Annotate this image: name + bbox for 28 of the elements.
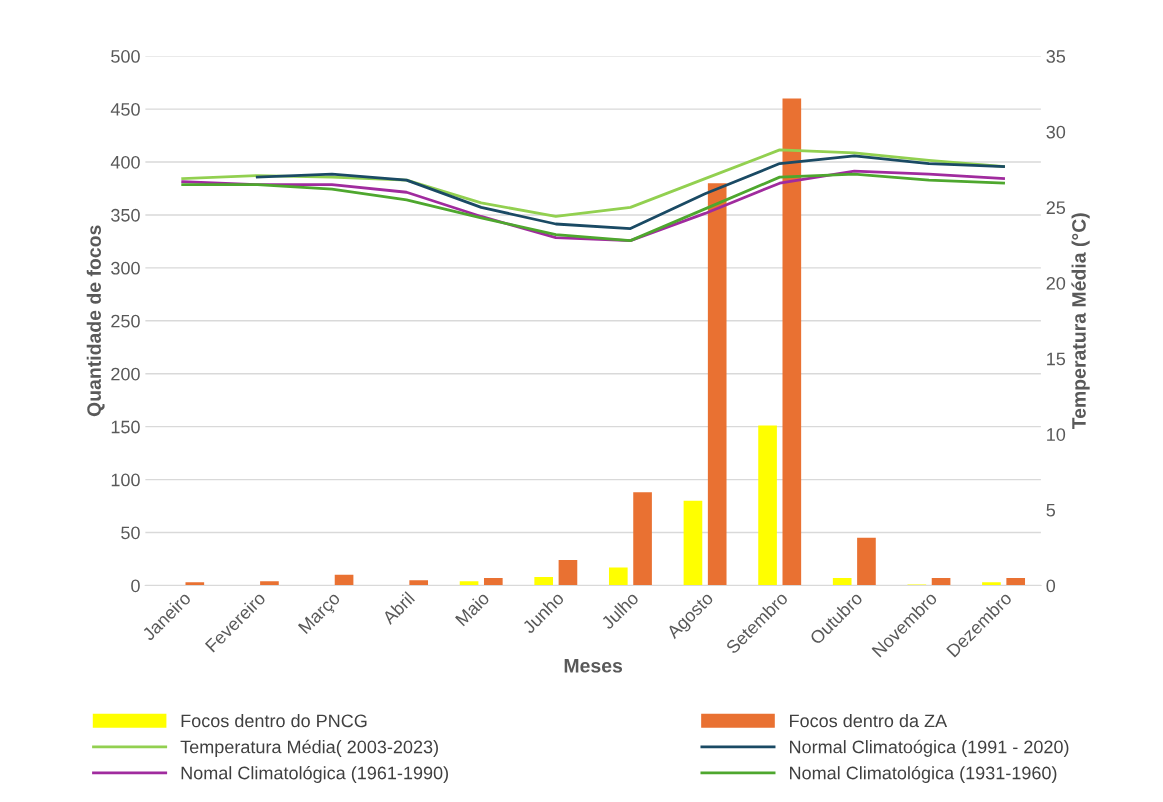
legend-label: Nomal Climatológica (1961-1990) [181,765,448,783]
y2-tick-label: 15 [1047,352,1066,366]
y2-axis-title: Temperatura Média (°C) [1071,213,1090,430]
y2-tick-label: 20 [1046,276,1066,290]
y2-tick-label: 35 [1046,50,1066,63]
y2-tick-label: 10 [1047,428,1066,441]
x-axis-title: Meses [564,659,623,673]
y-tick-label: 50 [121,526,140,540]
y-axis-title: Quantidade de focos [86,225,105,417]
legend-label: Focos dentro do PNCG [181,713,367,728]
y2-tick-label: 25 [1046,201,1066,215]
y-tick-label: 250 [111,314,140,328]
y2-tick-label: 30 [1046,125,1066,139]
y-tick-label: 300 [111,261,140,275]
y2-tick-label: 0 [1046,579,1056,593]
legend-label: Normal Climatoógica (1991 - 2020) [790,739,1069,757]
y-tick-label: 0 [131,579,140,593]
y2-tick-label: 5 [1046,503,1056,517]
y-tick-label: 150 [111,420,140,434]
legend-label: Focos dentro da ZA [790,713,948,728]
y-tick-label: 200 [111,367,140,381]
y-tick-label: 400 [110,155,140,169]
y-tick-label: 100 [111,473,140,487]
legend-label: Temperatura Média( 2003-2023) [180,739,438,757]
y-tick-label: 350 [111,208,140,222]
y-tick-label: 450 [110,103,140,116]
y-tick-label: 500 [111,50,140,63]
legend-label: Nomal Climatológica (1931-1960) [790,765,1057,783]
